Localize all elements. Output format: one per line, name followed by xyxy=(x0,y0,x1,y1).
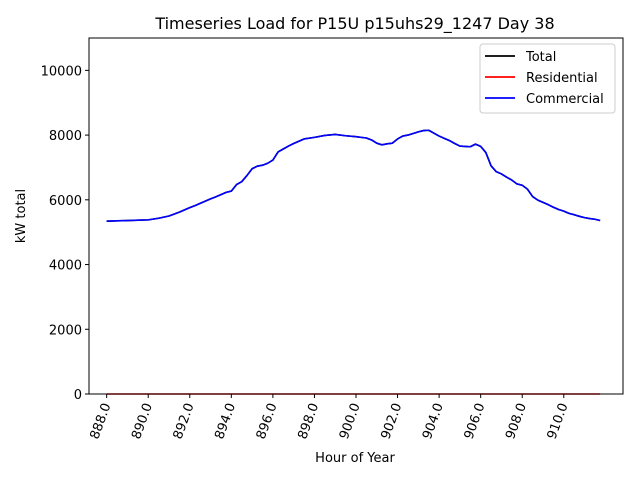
series-line-commercial xyxy=(106,129,601,222)
y-axis-label: kW total xyxy=(14,189,29,243)
y-tick-label: 6000 xyxy=(49,194,82,209)
x-axis-ticks: 888.0 890.0 892.0 894.0 896.0 898.0 900.0 902.0… xyxy=(88,394,572,441)
legend: Total Residential Commercial xyxy=(479,43,616,114)
x-tick-label: 904.0 xyxy=(420,401,447,441)
x-tick-label: 906.0 xyxy=(462,401,489,441)
y-tick-label: 2000 xyxy=(49,323,82,338)
y-tick-label: 8000 xyxy=(49,129,82,144)
y-tick-label: 10000 xyxy=(41,64,82,79)
x-axis-label: Hour of Year xyxy=(315,451,395,466)
x-tick-label: 894.0 xyxy=(212,401,239,441)
x-tick-label: 896.0 xyxy=(254,401,281,441)
x-tick-label: 908.0 xyxy=(503,401,530,441)
x-tick-label: 888.0 xyxy=(88,401,115,441)
x-tick-label: 902.0 xyxy=(378,401,405,441)
chart-title: Timeseries Load for P15U p15uhs29_1247 D… xyxy=(154,14,554,34)
x-tick-label: 900.0 xyxy=(337,401,364,441)
y-axis-ticks: 0 2000 4000 6000 8000 10000 xyxy=(41,64,89,403)
legend-label-commercial: Commercial xyxy=(526,92,604,107)
x-tick-label: 890.0 xyxy=(129,401,156,441)
y-tick-label: 4000 xyxy=(49,259,82,274)
legend-label-residential: Residential xyxy=(526,71,598,86)
legend-box xyxy=(479,43,616,114)
x-tick-label: 892.0 xyxy=(171,401,198,441)
x-tick-label: 910.0 xyxy=(545,401,572,441)
y-tick-label: 0 xyxy=(74,388,82,403)
plot-frame xyxy=(88,37,624,395)
legend-label-total: Total xyxy=(525,50,556,65)
x-tick-label: 898.0 xyxy=(295,401,322,441)
